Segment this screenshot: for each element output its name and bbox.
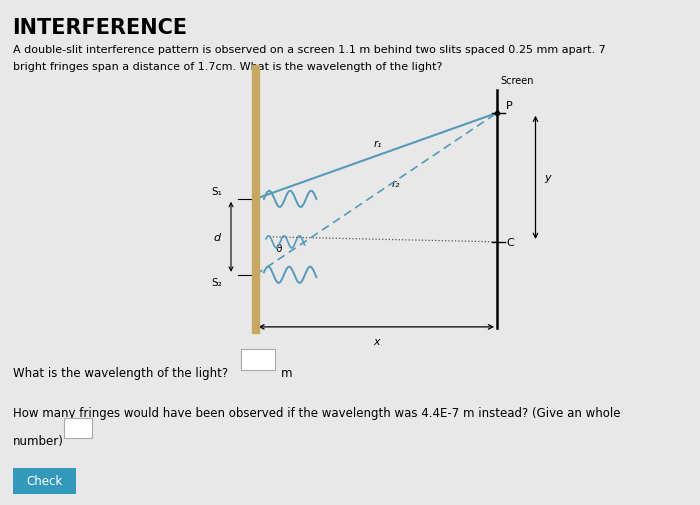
Text: Screen: Screen (500, 76, 534, 86)
Text: Check: Check (26, 474, 62, 487)
Text: C: C (506, 237, 514, 247)
Bar (13, 468, 76, 494)
Text: θ: θ (275, 243, 281, 254)
Text: S₁: S₁ (211, 187, 223, 197)
Text: r₂: r₂ (391, 179, 400, 189)
Text: x: x (373, 336, 379, 346)
Text: number): number) (13, 434, 64, 447)
Text: S₂: S₂ (211, 278, 223, 288)
Bar (252, 66, 259, 333)
Text: How many fringes would have been observed if the wavelength was 4.4E-7 m instead: How many fringes would have been observe… (13, 407, 620, 420)
Text: INTERFERENCE: INTERFERENCE (13, 18, 188, 38)
Text: m: m (281, 366, 292, 379)
Text: y: y (544, 173, 550, 183)
Text: A double-slit interference pattern is observed on a screen 1.1 m behind two slit: A double-slit interference pattern is ob… (13, 44, 606, 55)
Bar (241, 349, 275, 370)
Text: d: d (214, 232, 220, 242)
Text: bright fringes span a distance of 1.7cm. What is the wavelength of the light?: bright fringes span a distance of 1.7cm.… (13, 62, 442, 72)
Bar (64, 418, 92, 438)
Text: P: P (506, 101, 513, 111)
Text: r₁: r₁ (374, 138, 382, 148)
Text: What is the wavelength of the light?: What is the wavelength of the light? (13, 366, 228, 379)
